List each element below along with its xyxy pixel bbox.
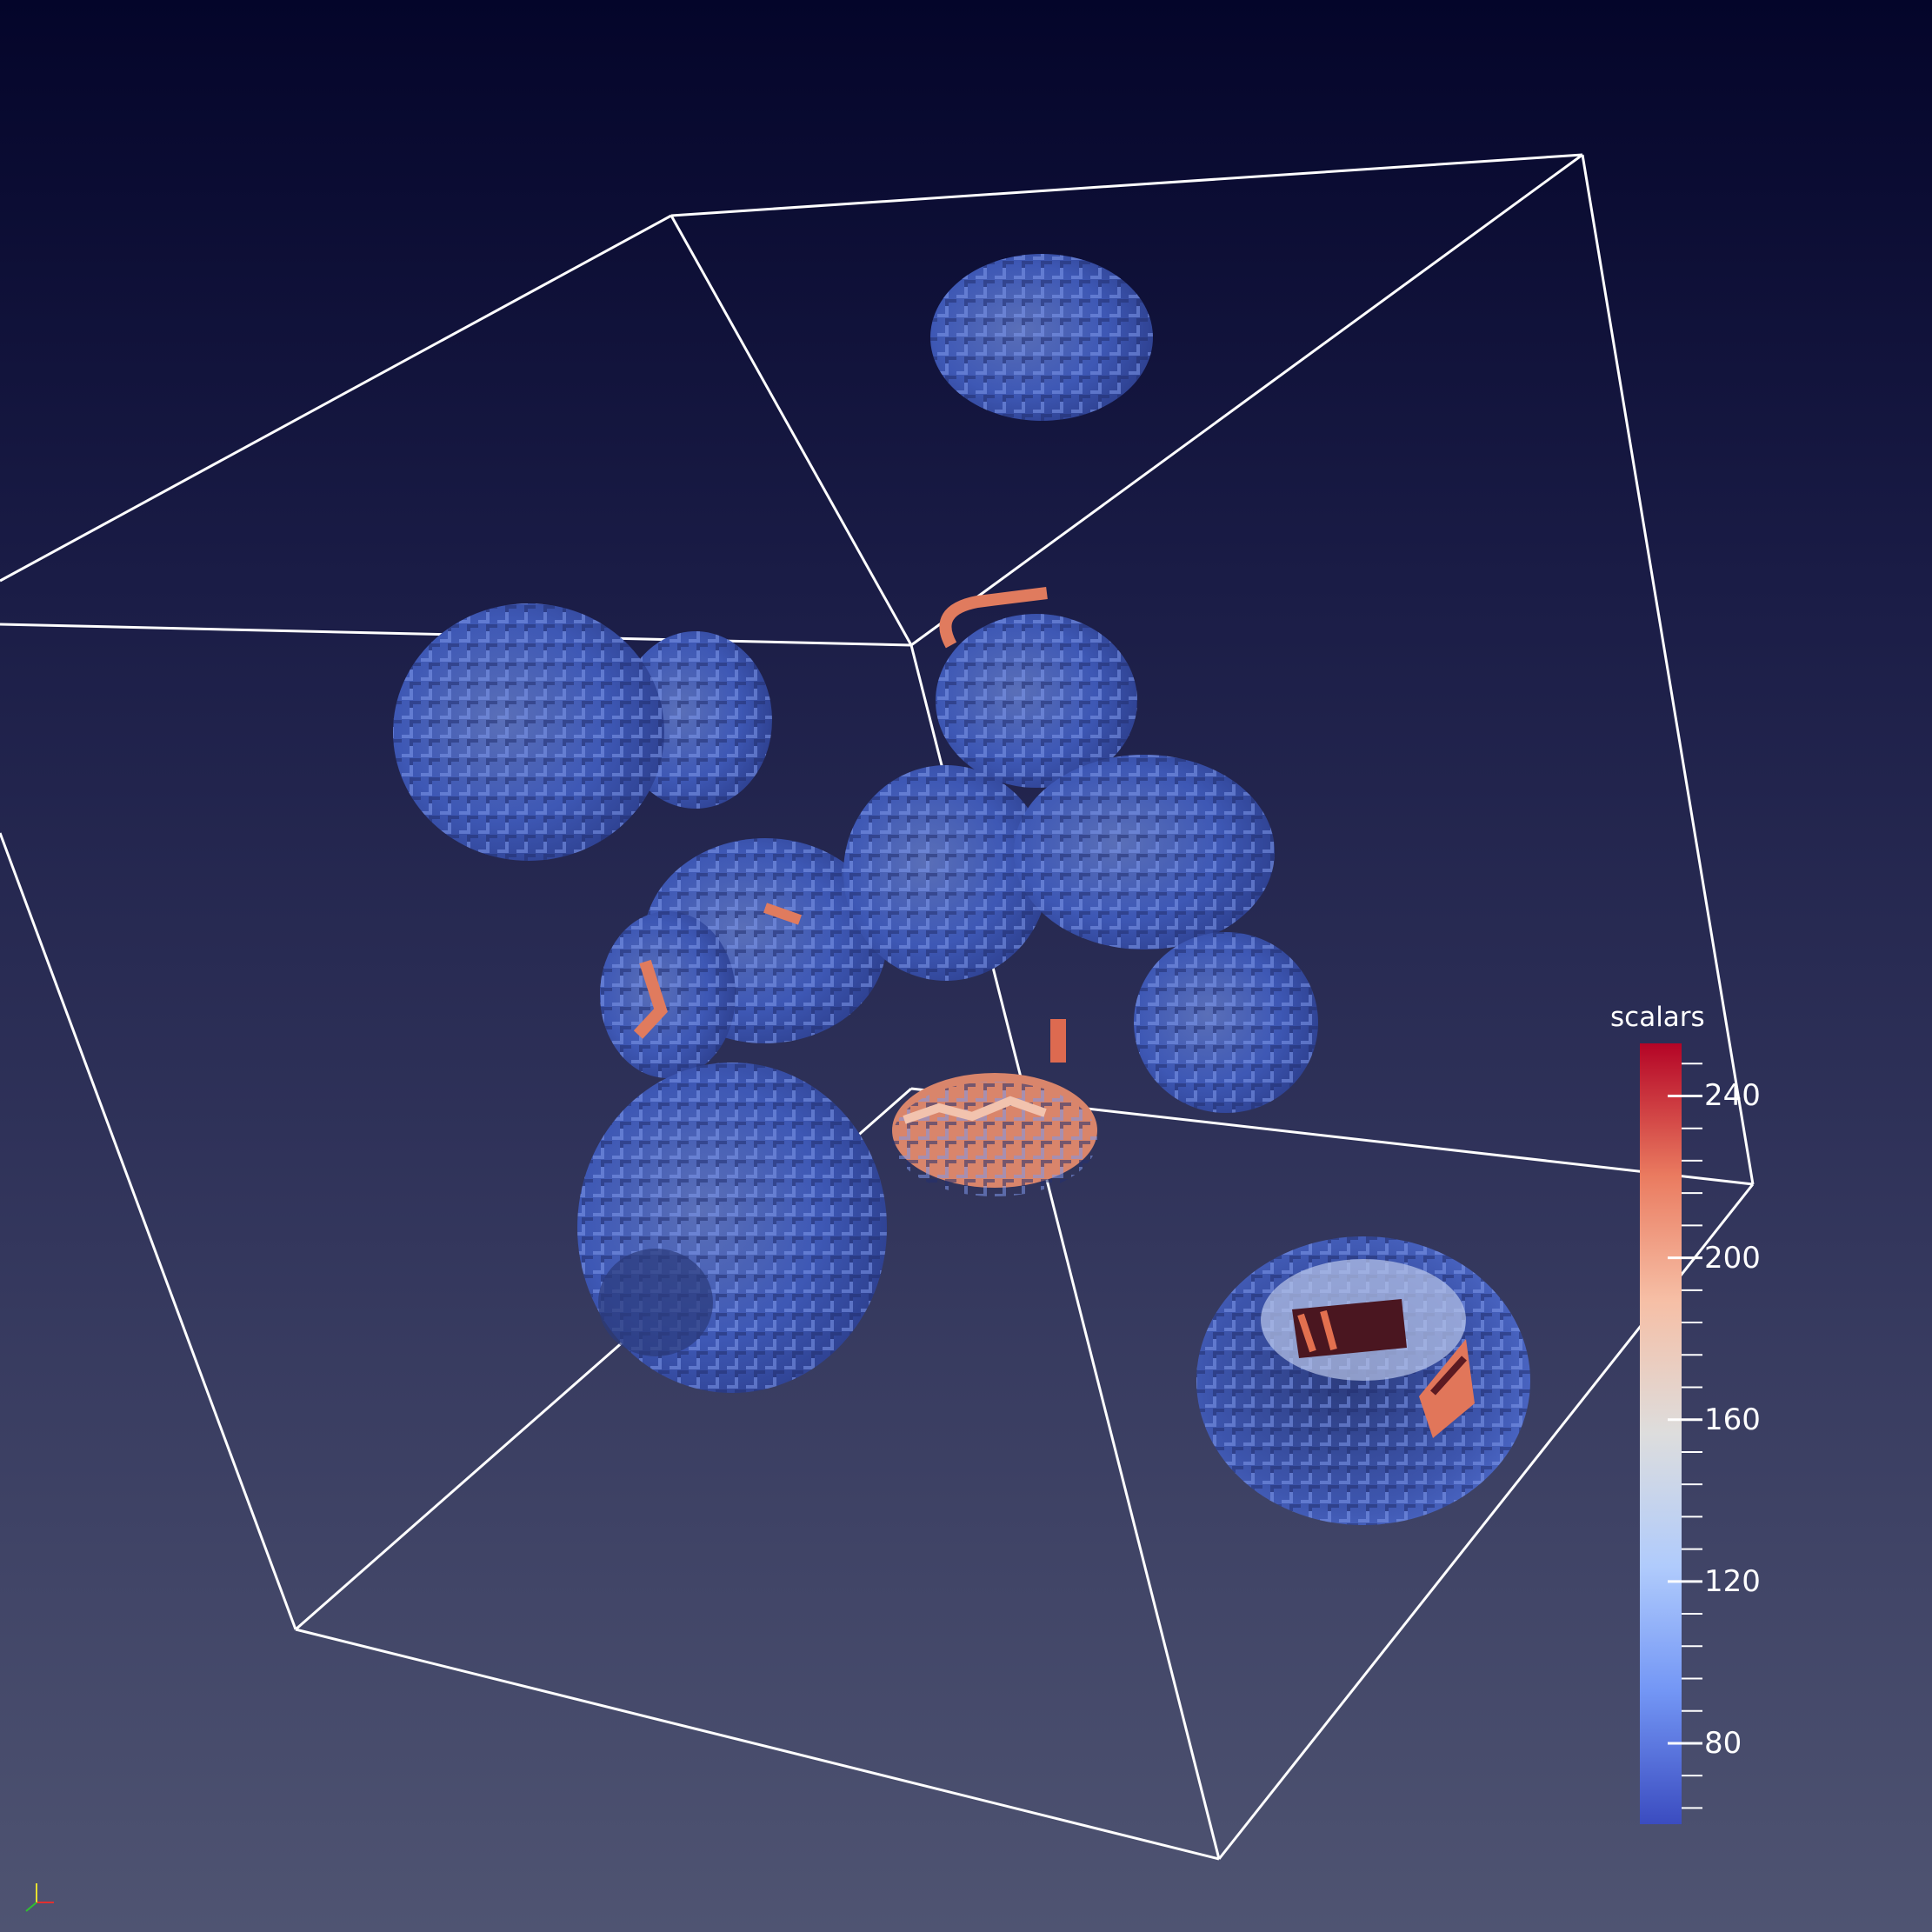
blob-center-cluster [600, 755, 1318, 1113]
outline-edge [1581, 154, 1755, 1185]
blob-center-floor [892, 1073, 1097, 1196]
blob-top [930, 254, 1153, 421]
blob-bottom-right [1196, 1236, 1530, 1525]
tick-label: 160 [1704, 1402, 1761, 1437]
orientation-axes [25, 1883, 54, 1912]
outline-edge [0, 214, 672, 583]
outline-edge [910, 153, 1583, 647]
blob-center-top [936, 587, 1137, 788]
axis-z [25, 1902, 37, 1912]
blob-bottom-left [577, 1063, 887, 1393]
tick-label: 240 [1704, 1078, 1761, 1114]
color-bar-major-ticks [1668, 1094, 1702, 1745]
color-bar-title: scalars [1610, 1002, 1705, 1033]
volume-blobs [393, 254, 1530, 1525]
color-bar-gradient [1640, 1043, 1682, 1824]
blob-left-pair [393, 603, 772, 861]
color-bar [1640, 1043, 1702, 1824]
tick-label: 80 [1704, 1725, 1742, 1761]
outline-edge [0, 832, 297, 1630]
outline-edge [670, 153, 1583, 217]
tick-label: 120 [1704, 1563, 1761, 1599]
bounding-box-outline [0, 153, 1755, 1861]
outline-edge [295, 1628, 1220, 1861]
tick-label: 200 [1704, 1240, 1761, 1276]
outline-edge [670, 215, 913, 646]
